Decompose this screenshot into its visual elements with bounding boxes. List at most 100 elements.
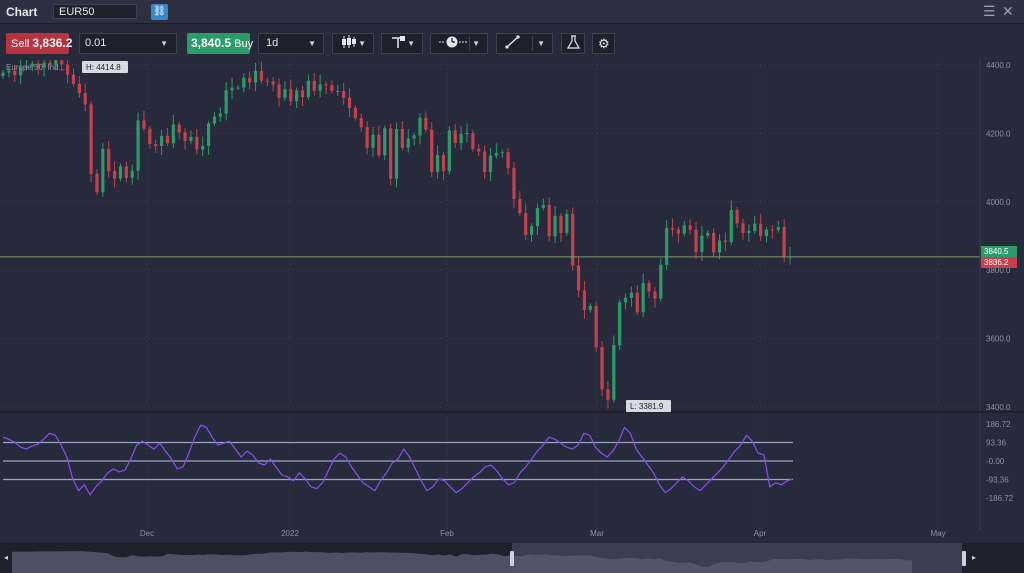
settings-button[interactable]: ⚙	[592, 33, 615, 54]
candle-body	[177, 124, 181, 133]
low-marker: L: 3381.9	[626, 400, 671, 412]
indicator-axis-label: 186.72	[986, 420, 1011, 429]
candle-body	[277, 84, 281, 98]
candle-body	[365, 127, 369, 148]
candle-body	[471, 133, 475, 149]
buy-price: 3,840.5	[191, 36, 232, 50]
candlestick-series	[0, 60, 980, 409]
candle-body	[653, 291, 657, 299]
candle-body	[753, 223, 757, 231]
date-axis-label: Apr	[754, 529, 767, 538]
candle-body	[342, 90, 346, 98]
candle-body	[635, 292, 639, 313]
candle-body	[312, 80, 316, 91]
line-draw-icon	[505, 35, 520, 49]
candle-body	[42, 62, 46, 68]
candle-body	[159, 135, 164, 147]
candle-body	[224, 90, 228, 114]
candle-body	[782, 227, 786, 258]
candle-body	[447, 130, 451, 172]
candle-body	[289, 89, 293, 102]
candle-body	[89, 104, 93, 174]
gear-icon: ⚙	[598, 36, 610, 51]
chevron-down-icon: ▼	[407, 39, 415, 48]
indicator-panel	[2, 424, 794, 496]
candle-body	[300, 90, 305, 98]
quantity-dropdown[interactable]: 0.01 ▼	[79, 33, 177, 54]
date-axis-label: Mar	[590, 529, 604, 538]
candle-body	[571, 213, 575, 266]
candle-body	[594, 306, 598, 348]
candle-body	[688, 225, 692, 230]
clock-icon	[439, 36, 467, 48]
candle-body	[665, 228, 669, 265]
chart-type-dropdown[interactable]: ▼	[332, 33, 374, 54]
candle-body	[142, 120, 146, 129]
buy-button[interactable]: 3,840.5 Buy	[187, 33, 253, 54]
svg-text:L: 3381.9: L: 3381.9	[630, 402, 664, 411]
scroll-right-icon[interactable]: ▸	[972, 553, 977, 562]
candle-body	[171, 124, 175, 144]
candle-body	[195, 136, 199, 150]
sell-label: Sell	[11, 38, 30, 50]
price-axis-label: 4200.0	[986, 129, 1011, 138]
candle-body	[541, 204, 545, 208]
candle-body	[465, 133, 469, 135]
indicator-line	[2, 424, 794, 496]
link-icon[interactable]: ⛓	[151, 4, 168, 20]
candle-body	[418, 117, 422, 136]
candle-body	[336, 90, 340, 92]
candle-body	[553, 215, 557, 237]
candle-body	[764, 229, 769, 236]
studies-button[interactable]	[561, 33, 585, 54]
candle-body	[430, 129, 434, 173]
navigator-left-handle[interactable]	[510, 551, 514, 566]
candle-body	[165, 135, 170, 144]
candle-body	[759, 223, 763, 236]
candle-body	[682, 225, 686, 234]
close-icon[interactable]: ✕	[1002, 3, 1014, 19]
chevron-down-icon: ▼	[308, 39, 316, 48]
candle-body	[618, 302, 622, 346]
candle-body	[13, 70, 17, 76]
drawing-dropdown[interactable]: ▼	[496, 33, 553, 54]
candle-body	[112, 171, 117, 179]
candle-body	[582, 290, 587, 310]
sell-button[interactable]: Sell 3,836.2	[6, 33, 72, 54]
svg-text:3840.5: 3840.5	[984, 247, 1009, 256]
candle-body	[136, 120, 140, 171]
candle-body	[36, 63, 40, 68]
candle-body	[588, 306, 592, 310]
symbol-input[interactable]: EUR50	[53, 4, 137, 19]
candle-body	[659, 264, 663, 299]
timeframe-dropdown[interactable]: 1d ▼	[258, 33, 324, 54]
candle-body	[700, 235, 704, 253]
hamburger-icon[interactable]: ☰	[983, 3, 996, 19]
candle-body	[19, 67, 23, 76]
price-chart[interactable]: 4400.0 4200.0 4000.0 3800.0 3600.0 3400.0 Dec 2…	[0, 60, 1024, 543]
candle-body	[770, 229, 774, 231]
candle-body	[612, 345, 616, 400]
indicator-dropdown[interactable]: ▼	[381, 33, 423, 54]
candle-body	[330, 85, 334, 91]
date-axis-label: 2022	[281, 529, 299, 538]
candle-body	[400, 128, 404, 148]
candle-body	[212, 116, 217, 124]
indicator-axis-label: -0.00	[986, 457, 1005, 466]
chart-navigator[interactable]: ◂ ▸	[0, 543, 1024, 573]
divider	[532, 36, 533, 51]
price-axis-label: 3600.0	[986, 335, 1011, 344]
candle-body	[206, 123, 211, 147]
scroll-left-icon[interactable]: ◂	[4, 553, 9, 562]
candle-body	[565, 213, 569, 233]
navigator-overview	[12, 543, 962, 573]
candle-body	[559, 215, 563, 233]
candle-body	[676, 229, 681, 234]
indicator-axis-label: 93.36	[986, 439, 1007, 448]
chart-grid	[0, 60, 980, 530]
candle-body	[606, 389, 610, 400]
clock-dropdown[interactable]: ▼	[430, 33, 488, 54]
navigator-right-handle[interactable]	[962, 551, 966, 566]
candle-body	[512, 167, 516, 200]
candle-body	[95, 173, 99, 193]
